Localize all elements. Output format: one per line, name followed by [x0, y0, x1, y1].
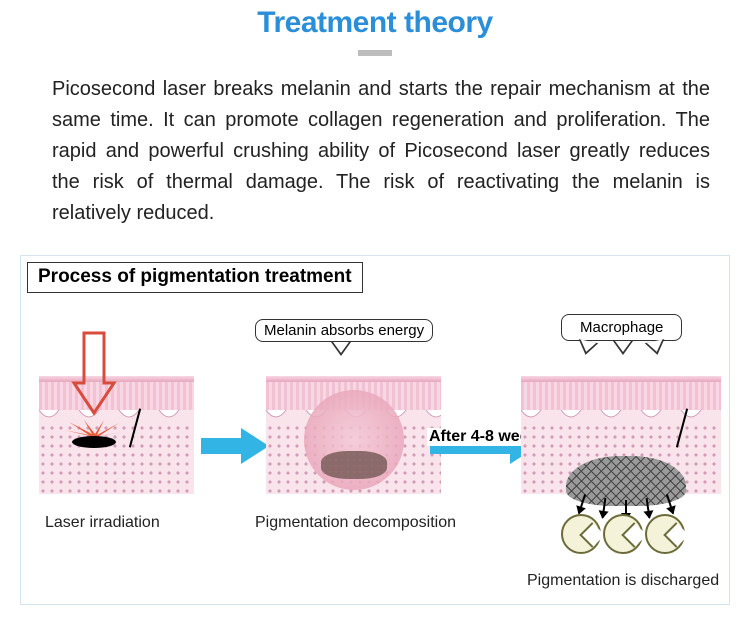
macrophage-callout: Macrophage — [561, 314, 682, 341]
macrophage-callout-tail-3 — [645, 339, 667, 357]
arrow-1-icon — [201, 426, 271, 466]
page-title: Treatment theory — [0, 6, 750, 40]
melanin-callout-tail — [331, 342, 351, 356]
laser-impact-icon — [59, 420, 129, 454]
stage-2-label: Pigmentation decomposition — [255, 514, 456, 532]
stage-1-label: Laser irradiation — [45, 514, 160, 532]
process-diagram: Process of pigmentation treatment Laser … — [20, 255, 730, 605]
title-section: Treatment theory — [0, 0, 750, 56]
pigment-cluster — [321, 451, 387, 479]
stage-3-label: Pigmentation is discharged — [527, 572, 719, 590]
diagram-header: Process of pigmentation treatment — [27, 262, 363, 293]
melanin-callout: Melanin absorbs energy — [255, 319, 433, 342]
description-paragraph: Picosecond laser breaks melanin and star… — [0, 56, 750, 229]
macrophage-callout-tail-1 — [576, 339, 598, 357]
macrophage-cells — [561, 514, 711, 564]
laser-arrow-icon — [69, 328, 119, 418]
macrophage-callout-tail-2 — [613, 341, 633, 355]
